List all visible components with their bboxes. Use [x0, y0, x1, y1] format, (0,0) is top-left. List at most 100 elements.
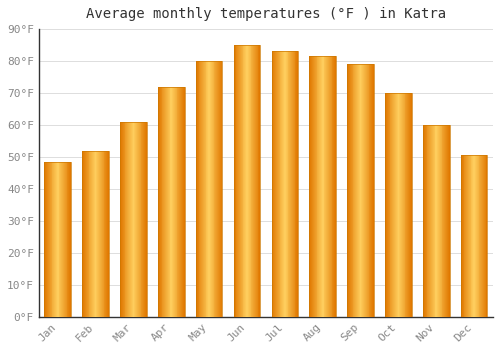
Bar	[297, 51, 298, 317]
Bar	[464, 155, 466, 317]
Bar	[423, 125, 450, 317]
Bar	[256, 45, 258, 317]
Bar	[86, 150, 87, 317]
Bar	[202, 61, 203, 317]
Bar	[166, 86, 167, 317]
Bar	[254, 45, 255, 317]
Bar	[434, 125, 436, 317]
Bar	[162, 86, 164, 317]
Bar	[387, 93, 388, 317]
Bar	[52, 162, 54, 317]
Bar	[330, 56, 332, 317]
Bar	[360, 64, 362, 317]
Bar	[310, 56, 336, 317]
Bar	[310, 56, 311, 317]
Bar	[252, 45, 253, 317]
Bar	[395, 93, 396, 317]
Bar	[398, 93, 400, 317]
Bar	[178, 86, 179, 317]
Bar	[334, 56, 335, 317]
Bar	[392, 93, 393, 317]
Bar	[477, 155, 478, 317]
Bar	[320, 56, 321, 317]
Bar	[436, 125, 437, 317]
Bar	[258, 45, 260, 317]
Bar	[478, 155, 480, 317]
Bar	[329, 56, 330, 317]
Bar	[284, 51, 285, 317]
Bar	[90, 150, 91, 317]
Bar	[468, 155, 469, 317]
Bar	[143, 122, 144, 317]
Bar	[406, 93, 408, 317]
Bar	[236, 45, 238, 317]
Bar	[296, 51, 297, 317]
Bar	[274, 51, 275, 317]
Bar	[126, 122, 128, 317]
Bar	[475, 155, 476, 317]
Bar	[272, 51, 298, 317]
Bar	[393, 93, 394, 317]
Bar	[362, 64, 363, 317]
Bar	[164, 86, 165, 317]
Bar	[165, 86, 166, 317]
Bar	[82, 150, 83, 317]
Bar	[326, 56, 327, 317]
Bar	[280, 51, 281, 317]
Bar	[140, 122, 141, 317]
Bar	[179, 86, 180, 317]
Bar	[49, 162, 50, 317]
Bar	[104, 150, 106, 317]
Bar	[385, 93, 411, 317]
Bar	[142, 122, 143, 317]
Bar	[425, 125, 426, 317]
Bar	[276, 51, 277, 317]
Bar	[85, 150, 86, 317]
Bar	[46, 162, 47, 317]
Bar	[432, 125, 434, 317]
Bar	[321, 56, 322, 317]
Bar	[242, 45, 244, 317]
Bar	[218, 61, 219, 317]
Bar	[217, 61, 218, 317]
Bar	[448, 125, 450, 317]
Bar	[246, 45, 247, 317]
Bar	[476, 155, 477, 317]
Bar	[426, 125, 428, 317]
Bar	[272, 51, 274, 317]
Bar	[428, 125, 429, 317]
Bar	[44, 162, 71, 317]
Bar	[238, 45, 239, 317]
Bar	[135, 122, 136, 317]
Bar	[349, 64, 350, 317]
Bar	[429, 125, 430, 317]
Bar	[286, 51, 288, 317]
Bar	[328, 56, 329, 317]
Bar	[319, 56, 320, 317]
Bar	[158, 86, 159, 317]
Bar	[354, 64, 356, 317]
Bar	[385, 93, 386, 317]
Bar	[424, 125, 425, 317]
Bar	[467, 155, 468, 317]
Bar	[483, 155, 484, 317]
Bar	[196, 61, 222, 317]
Bar	[348, 64, 374, 317]
Bar	[172, 86, 173, 317]
Bar	[288, 51, 290, 317]
Bar	[240, 45, 241, 317]
Bar	[68, 162, 69, 317]
Bar	[196, 61, 197, 317]
Bar	[444, 125, 445, 317]
Bar	[120, 122, 121, 317]
Bar	[335, 56, 336, 317]
Bar	[106, 150, 107, 317]
Bar	[461, 155, 462, 317]
Bar	[175, 86, 176, 317]
Bar	[137, 122, 138, 317]
Bar	[167, 86, 168, 317]
Bar	[145, 122, 146, 317]
Bar	[447, 125, 448, 317]
Bar	[44, 162, 46, 317]
Bar	[472, 155, 473, 317]
